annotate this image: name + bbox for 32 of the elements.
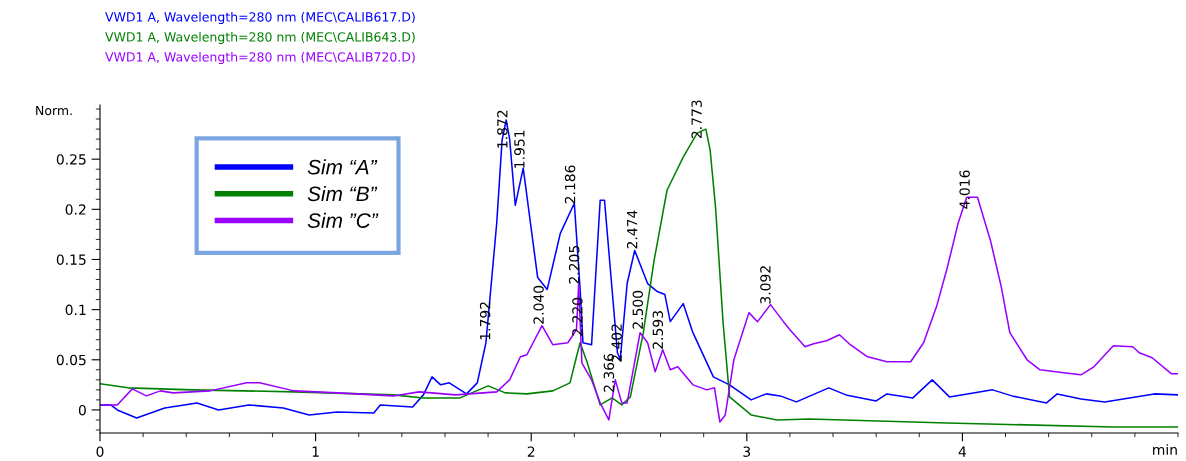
annotation: 4.016	[959, 170, 970, 209]
y-tick-label: 0.1	[65, 304, 86, 316]
y-tick-label: 0.25	[56, 154, 86, 165]
annotation: 1.951	[514, 130, 525, 168]
x-tick-label: 2	[527, 446, 535, 457]
annotation: 2.500	[632, 290, 644, 329]
annotation: 2.205	[568, 246, 580, 284]
x-tick-label: 1	[312, 446, 319, 457]
annotation: 2.593	[652, 311, 664, 349]
y-axis-title: Norm.	[36, 105, 72, 116]
annotation: 1.872	[497, 110, 508, 148]
legend-label: Sim “A”	[307, 159, 378, 175]
text: VWD1 A, Wavelength=280 nm (MEC\CALIB720.D)	[105, 51, 415, 65]
x-tick-label: 4	[958, 446, 967, 457]
text: VWD1 A, Wavelength=280 nm (MEC\CALIB643.D)	[105, 31, 415, 45]
annotation: 1.792	[479, 302, 491, 340]
text: VWD1 A, Wavelength=280 nm (MEC\CALIB617.D)	[105, 11, 415, 25]
annotation: 2.186	[564, 165, 576, 204]
annotation: 2.220	[572, 297, 583, 336]
y-tick-label: 0.05	[56, 354, 86, 366]
x-axis-title: min	[1153, 444, 1177, 455]
annotation: 3.092	[760, 266, 771, 304]
annotation: 2.474	[626, 210, 638, 249]
legend-label: Sim ”C”	[307, 212, 379, 228]
legend-label: Sim “B”	[307, 185, 378, 202]
annotation: 2.040	[533, 285, 544, 324]
y-tick-label: 0.15	[56, 254, 86, 265]
x-tick-label: 0	[96, 446, 104, 457]
x-tick-label: 3	[743, 446, 751, 457]
y-tick-label: 0.2	[65, 204, 86, 215]
annotation: 2.773	[691, 100, 702, 139]
y-tick-label: 0	[78, 404, 86, 416]
